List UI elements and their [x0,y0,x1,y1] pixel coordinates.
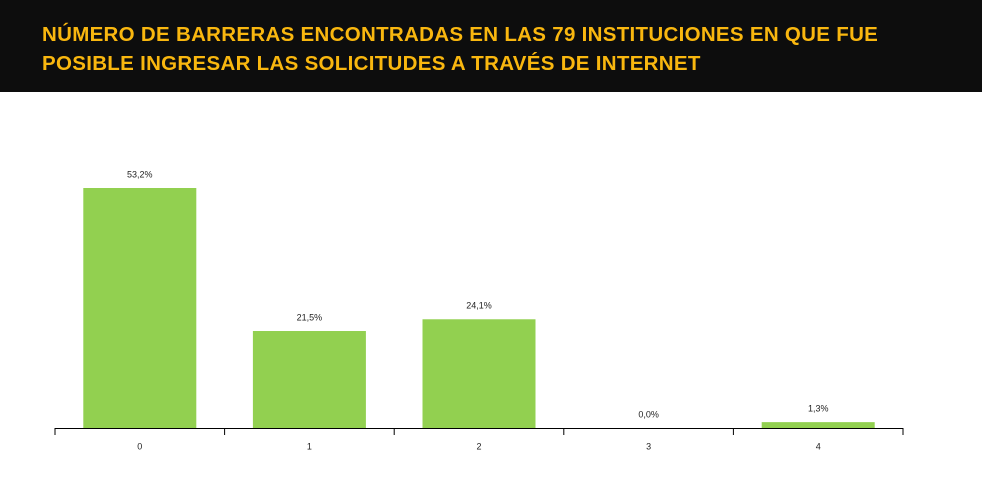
bar [252,331,366,428]
header: NÚMERO DE BARRERAS ENCONTRADAS EN LAS 79… [0,0,982,92]
chart-title: NÚMERO DE BARRERAS ENCONTRADAS EN LAS 79… [42,23,879,75]
x-tick-label: 4 [816,441,821,451]
bar [761,422,875,428]
bar [422,319,536,428]
x-tick-label: 3 [646,441,651,451]
x-tick-label: 2 [476,441,481,451]
value-label: 1,3% [808,404,829,414]
value-label: 53,2% [127,169,153,179]
x-tick-label: 0 [137,441,142,451]
value-label: 24,1% [466,301,492,311]
bar [83,188,197,428]
value-label: 21,5% [297,312,323,322]
x-tick-label: 1 [307,441,312,451]
value-label: 0,0% [638,409,659,419]
